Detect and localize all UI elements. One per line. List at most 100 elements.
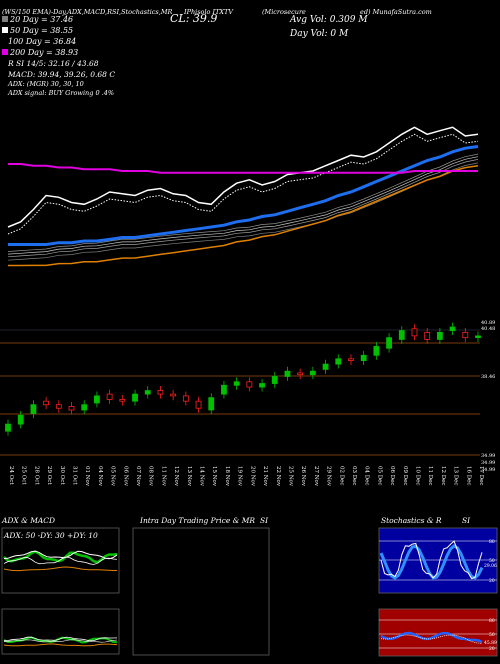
- rsi-label: R SI 14/5: 32.16 / 43.68: [7, 59, 99, 68]
- date-tick-label: 20 Nov: [249, 466, 255, 487]
- candle-body: [55, 404, 62, 409]
- candle-body: [360, 354, 367, 361]
- candle-body: [271, 376, 278, 384]
- sma50-swatch: [2, 27, 8, 33]
- candle-body: [5, 423, 11, 432]
- candle-body: [462, 331, 469, 339]
- mrsi-value: 45.89: [484, 640, 497, 646]
- avg-vol-label: Avg Vol: 0.309 M: [289, 15, 368, 25]
- candle-body: [132, 393, 138, 402]
- candle-body: [68, 406, 75, 411]
- header-company: (Microsecure: [262, 8, 306, 16]
- candle-body: [322, 363, 329, 370]
- candle-body: [348, 358, 354, 361]
- date-tick-label: 09 Dec: [402, 466, 408, 486]
- candle-body: [411, 328, 418, 337]
- macd-signal-line: [3, 636, 118, 642]
- sma200-label: 200 Day = 38.93: [9, 48, 78, 57]
- price-label-top1: 40.89: [481, 320, 495, 326]
- date-tick-label: 17 Dec: [478, 466, 484, 486]
- mrsi-tick-50: 50: [489, 632, 495, 638]
- cl-label: CL: 39.9: [170, 12, 217, 25]
- date-tick-label: 07 Nov: [135, 466, 141, 487]
- ema-line: [8, 145, 479, 246]
- adx-orange-line: [3, 566, 117, 572]
- candle-body: [43, 400, 50, 406]
- header-mid: SI,Stochastics,MR: [112, 8, 172, 16]
- date-tick-label: 06 Nov: [122, 466, 128, 487]
- header-site: ed) MunafaSutra.com: [360, 8, 432, 16]
- price-label-low1: 34.99: [481, 453, 495, 459]
- date-tick-label: 28 Oct: [33, 466, 39, 485]
- date-axis: 24 Oct 25 Oct 28 Oct 29 Oct 30 Oct 31 Oct 01 N…: [8, 466, 484, 487]
- stoch-panel-title: Stochastics & R: [381, 516, 442, 525]
- candle-body: [284, 370, 291, 377]
- candle-body: [81, 404, 88, 411]
- date-tick-label: 04 Nov: [97, 466, 103, 487]
- candle-body: [208, 397, 215, 411]
- adx-line2: ADX signal: BUY Growing 0 .4%: [7, 89, 114, 97]
- date-tick-label: 31 Oct: [72, 466, 78, 485]
- stoch-tick-20: 20: [489, 578, 495, 584]
- mrsi-tick-80: 80: [489, 618, 495, 624]
- date-tick-label: 21 Nov: [262, 466, 268, 487]
- date-tick-label: 29 Nov: [326, 466, 332, 487]
- dotted-price-line: [7, 133, 479, 235]
- date-tick-label: 16 Dec: [465, 466, 471, 486]
- stoch-k-line: [380, 540, 483, 580]
- candle-body: [182, 395, 189, 402]
- adx-panel-labels: ADX: 50 -DY: 30 +DY: 10: [3, 531, 98, 540]
- price-label-top2: 40.48: [481, 326, 495, 332]
- sma20-swatch: [2, 16, 8, 22]
- sma50-label: 50 Day = 38.55: [10, 26, 73, 35]
- date-tick-label: 11 Dec: [427, 466, 433, 486]
- header-left: (WS/150 EMA)-Day,ADX,MACD,R: [2, 8, 112, 16]
- candle-body: [335, 358, 342, 365]
- candle-body: [246, 381, 253, 388]
- date-tick-label: 12 Nov: [173, 466, 179, 487]
- macd-label: MACD: 39.94, 39.26, 0.68 C: [7, 70, 115, 79]
- candle-body: [157, 390, 164, 395]
- date-tick-label: 02 Dec: [338, 466, 344, 486]
- date-tick-label: 30 Oct: [59, 466, 65, 485]
- date-tick-label: 25 Nov: [288, 466, 294, 487]
- date-tick-label: 13 Nov: [186, 466, 192, 487]
- date-tick-label: 29 Oct: [46, 466, 52, 485]
- price-label-mid: 38.46: [481, 374, 495, 380]
- date-tick-label: 03 Dec: [351, 466, 357, 486]
- stoch-value: 29.06: [484, 563, 497, 569]
- mrsi-lines: [380, 631, 483, 644]
- candle-body: [424, 331, 431, 340]
- day-vol-label: Day Vol: 0 M: [289, 29, 349, 39]
- candlestick-area: 40.89 40.48 38.46 34.99 34.99 34.99: [0, 320, 495, 473]
- intra-panel-si: SI: [260, 516, 269, 525]
- candle-body: [436, 331, 443, 340]
- candle-body: [195, 400, 202, 409]
- date-tick-label: 12 Dec: [440, 466, 446, 486]
- candle-body: [233, 381, 240, 386]
- date-tick-label: 19 Nov: [237, 466, 243, 487]
- sma20-label: 20 Day = 37.46: [9, 15, 73, 24]
- date-tick-label: 27 Nov: [313, 466, 319, 487]
- macd-hist-line: [3, 639, 118, 643]
- moving-average-area: [7, 126, 479, 267]
- candle-body: [119, 399, 126, 402]
- candle-body: [170, 393, 177, 397]
- price-label-low3: 34.99: [481, 467, 495, 473]
- adx-line: [3, 550, 118, 560]
- plus-di-line: [3, 550, 118, 564]
- date-tick-label: 10 Dec: [415, 466, 421, 486]
- price-label-low2: 34.99: [481, 460, 495, 466]
- mrsi-panel: [378, 608, 498, 657]
- date-tick-label: 05 Dec: [376, 466, 382, 486]
- candle-body: [309, 370, 316, 376]
- date-tick-label: 04 Dec: [364, 466, 370, 486]
- date-tick-label: 22 Nov: [275, 466, 281, 487]
- date-tick-label: 05 Nov: [110, 466, 116, 487]
- mrsi-tick-20: 20: [489, 646, 495, 652]
- gray-band-line-1: [7, 159, 479, 258]
- date-tick-label: 01 Nov: [84, 466, 90, 487]
- header-ticker: IPhisolo ITXTV: [183, 8, 234, 16]
